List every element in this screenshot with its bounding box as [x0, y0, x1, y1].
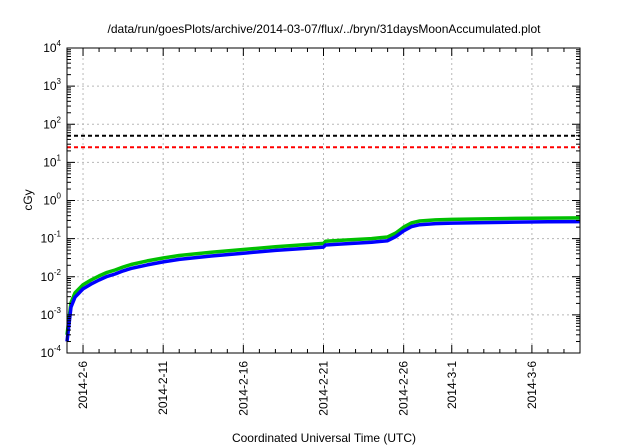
y-axis-label: cGy [21, 189, 35, 210]
grid-lines [67, 48, 580, 353]
y-tick-label: 104 [43, 39, 61, 55]
x-tick-label: 2014-2-26 [397, 361, 411, 416]
reference-lines [67, 134, 580, 149]
y-tick-label: 10-2 [41, 268, 62, 284]
y-tick-label: 100 [43, 192, 61, 208]
x-tick-label: 2014-2-6 [76, 361, 90, 409]
x-tick-label: 2014-3-1 [445, 361, 459, 409]
x-tick-label: 2014-2-21 [317, 361, 331, 416]
y-tick-labels: 10-4 10-3 10-2 10-1 100 101 102 103 104 [41, 39, 62, 360]
axis-ticks [67, 47, 580, 354]
y-tick-label: 10-4 [41, 344, 62, 360]
chart-title: /data/run/goesPlots/archive/2014-03-07/f… [108, 22, 542, 36]
y-tick-label: 103 [43, 77, 61, 93]
y-tick-label: 10-1 [41, 230, 62, 246]
y-tick-label: 10-3 [41, 306, 62, 322]
x-tick-label: 2014-3-6 [525, 361, 539, 409]
x-tick-labels: 2014-2-6 2014-2-11 2014-2-16 2014-2-21 2014-… [76, 361, 539, 416]
dose-series-line [65, 216, 581, 336]
dose-series-line [65, 219, 581, 342]
data-series [65, 216, 581, 342]
y-tick-label: 101 [43, 153, 61, 169]
y-tick-label: 102 [43, 115, 61, 131]
x-tick-label: 2014-2-11 [156, 361, 170, 415]
x-axis-label: Coordinated Universal Time (UTC) [232, 431, 416, 445]
x-tick-label: 2014-2-16 [236, 361, 250, 416]
